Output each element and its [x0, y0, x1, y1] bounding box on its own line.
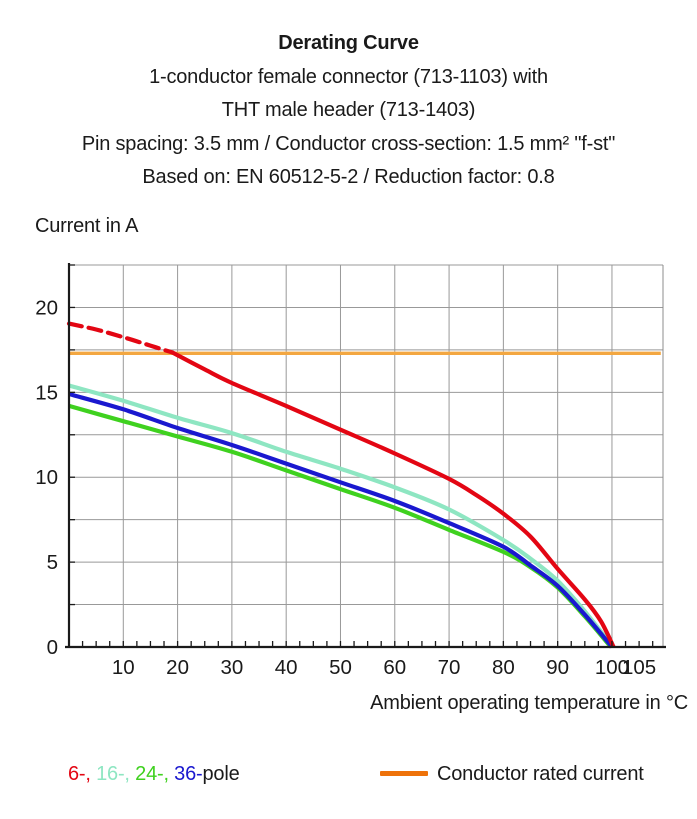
x-tick-label: 105 — [622, 656, 656, 679]
x-tick-label: 30 — [220, 656, 243, 679]
subtitle-line-1: 1-conductor female connector (713-1103) … — [149, 65, 548, 88]
legend-entry-36-pole: 36- — [174, 763, 203, 785]
orange-line-swatch — [380, 771, 428, 776]
subtitle-line-4: Based on: EN 60512-5-2 / Reduction facto… — [142, 166, 555, 188]
legend-entry-16-pole: 16-, — [96, 763, 136, 785]
y-tick-label: 5 — [47, 551, 58, 574]
x-tick-label: 70 — [438, 656, 461, 679]
legend-entry-24-pole: 24-, — [135, 763, 175, 785]
pole-suffix: pole — [202, 763, 240, 785]
x-tick-label: 100 — [595, 656, 629, 679]
pole-legend: 6-, 16-, 24-, 36-pole — [68, 763, 240, 786]
title-block: Derating Curve 1-conductor female connec… — [0, 27, 697, 195]
x-tick-label: 40 — [275, 656, 298, 679]
x-tick-label: 20 — [166, 656, 189, 679]
axis-ticks — [70, 264, 654, 646]
x-tick-label: 80 — [492, 656, 515, 679]
x-tick-label: 10 — [112, 656, 135, 679]
chart-title: Derating Curve — [278, 32, 419, 54]
curve-36-pole — [68, 391, 614, 649]
rated-current-label: Conductor rated current — [437, 763, 644, 785]
x-tick-label: 90 — [546, 656, 569, 679]
y-tick-label: 20 — [35, 296, 58, 319]
subtitle-line-3: Pin spacing: 3.5 mm / Conductor cross-se… — [81, 132, 616, 155]
subtitle-line-2: THT male header (713-1403) — [221, 99, 476, 121]
plot-grid — [69, 264, 664, 647]
y-tick-label: 15 — [35, 381, 58, 404]
x-axis-title: Ambient operating temperature in °C — [370, 692, 688, 714]
y-tick-label: 10 — [35, 466, 58, 489]
curve-24-pole — [68, 403, 613, 649]
curve-6-pole — [171, 350, 616, 648]
y-axis-title: Current in A — [35, 215, 139, 237]
curve-6-pole-dashed — [66, 321, 175, 355]
legend-entry-6-pole: 6-, — [68, 763, 97, 785]
y-tick-label: 0 — [47, 636, 58, 659]
x-tick-label: 50 — [329, 656, 352, 679]
x-tick-label: 60 — [383, 656, 406, 679]
legend-row: 6-, 16-, 24-, 36-pole Conductor rated cu… — [0, 760, 697, 794]
curve-16-pole — [68, 383, 615, 649]
